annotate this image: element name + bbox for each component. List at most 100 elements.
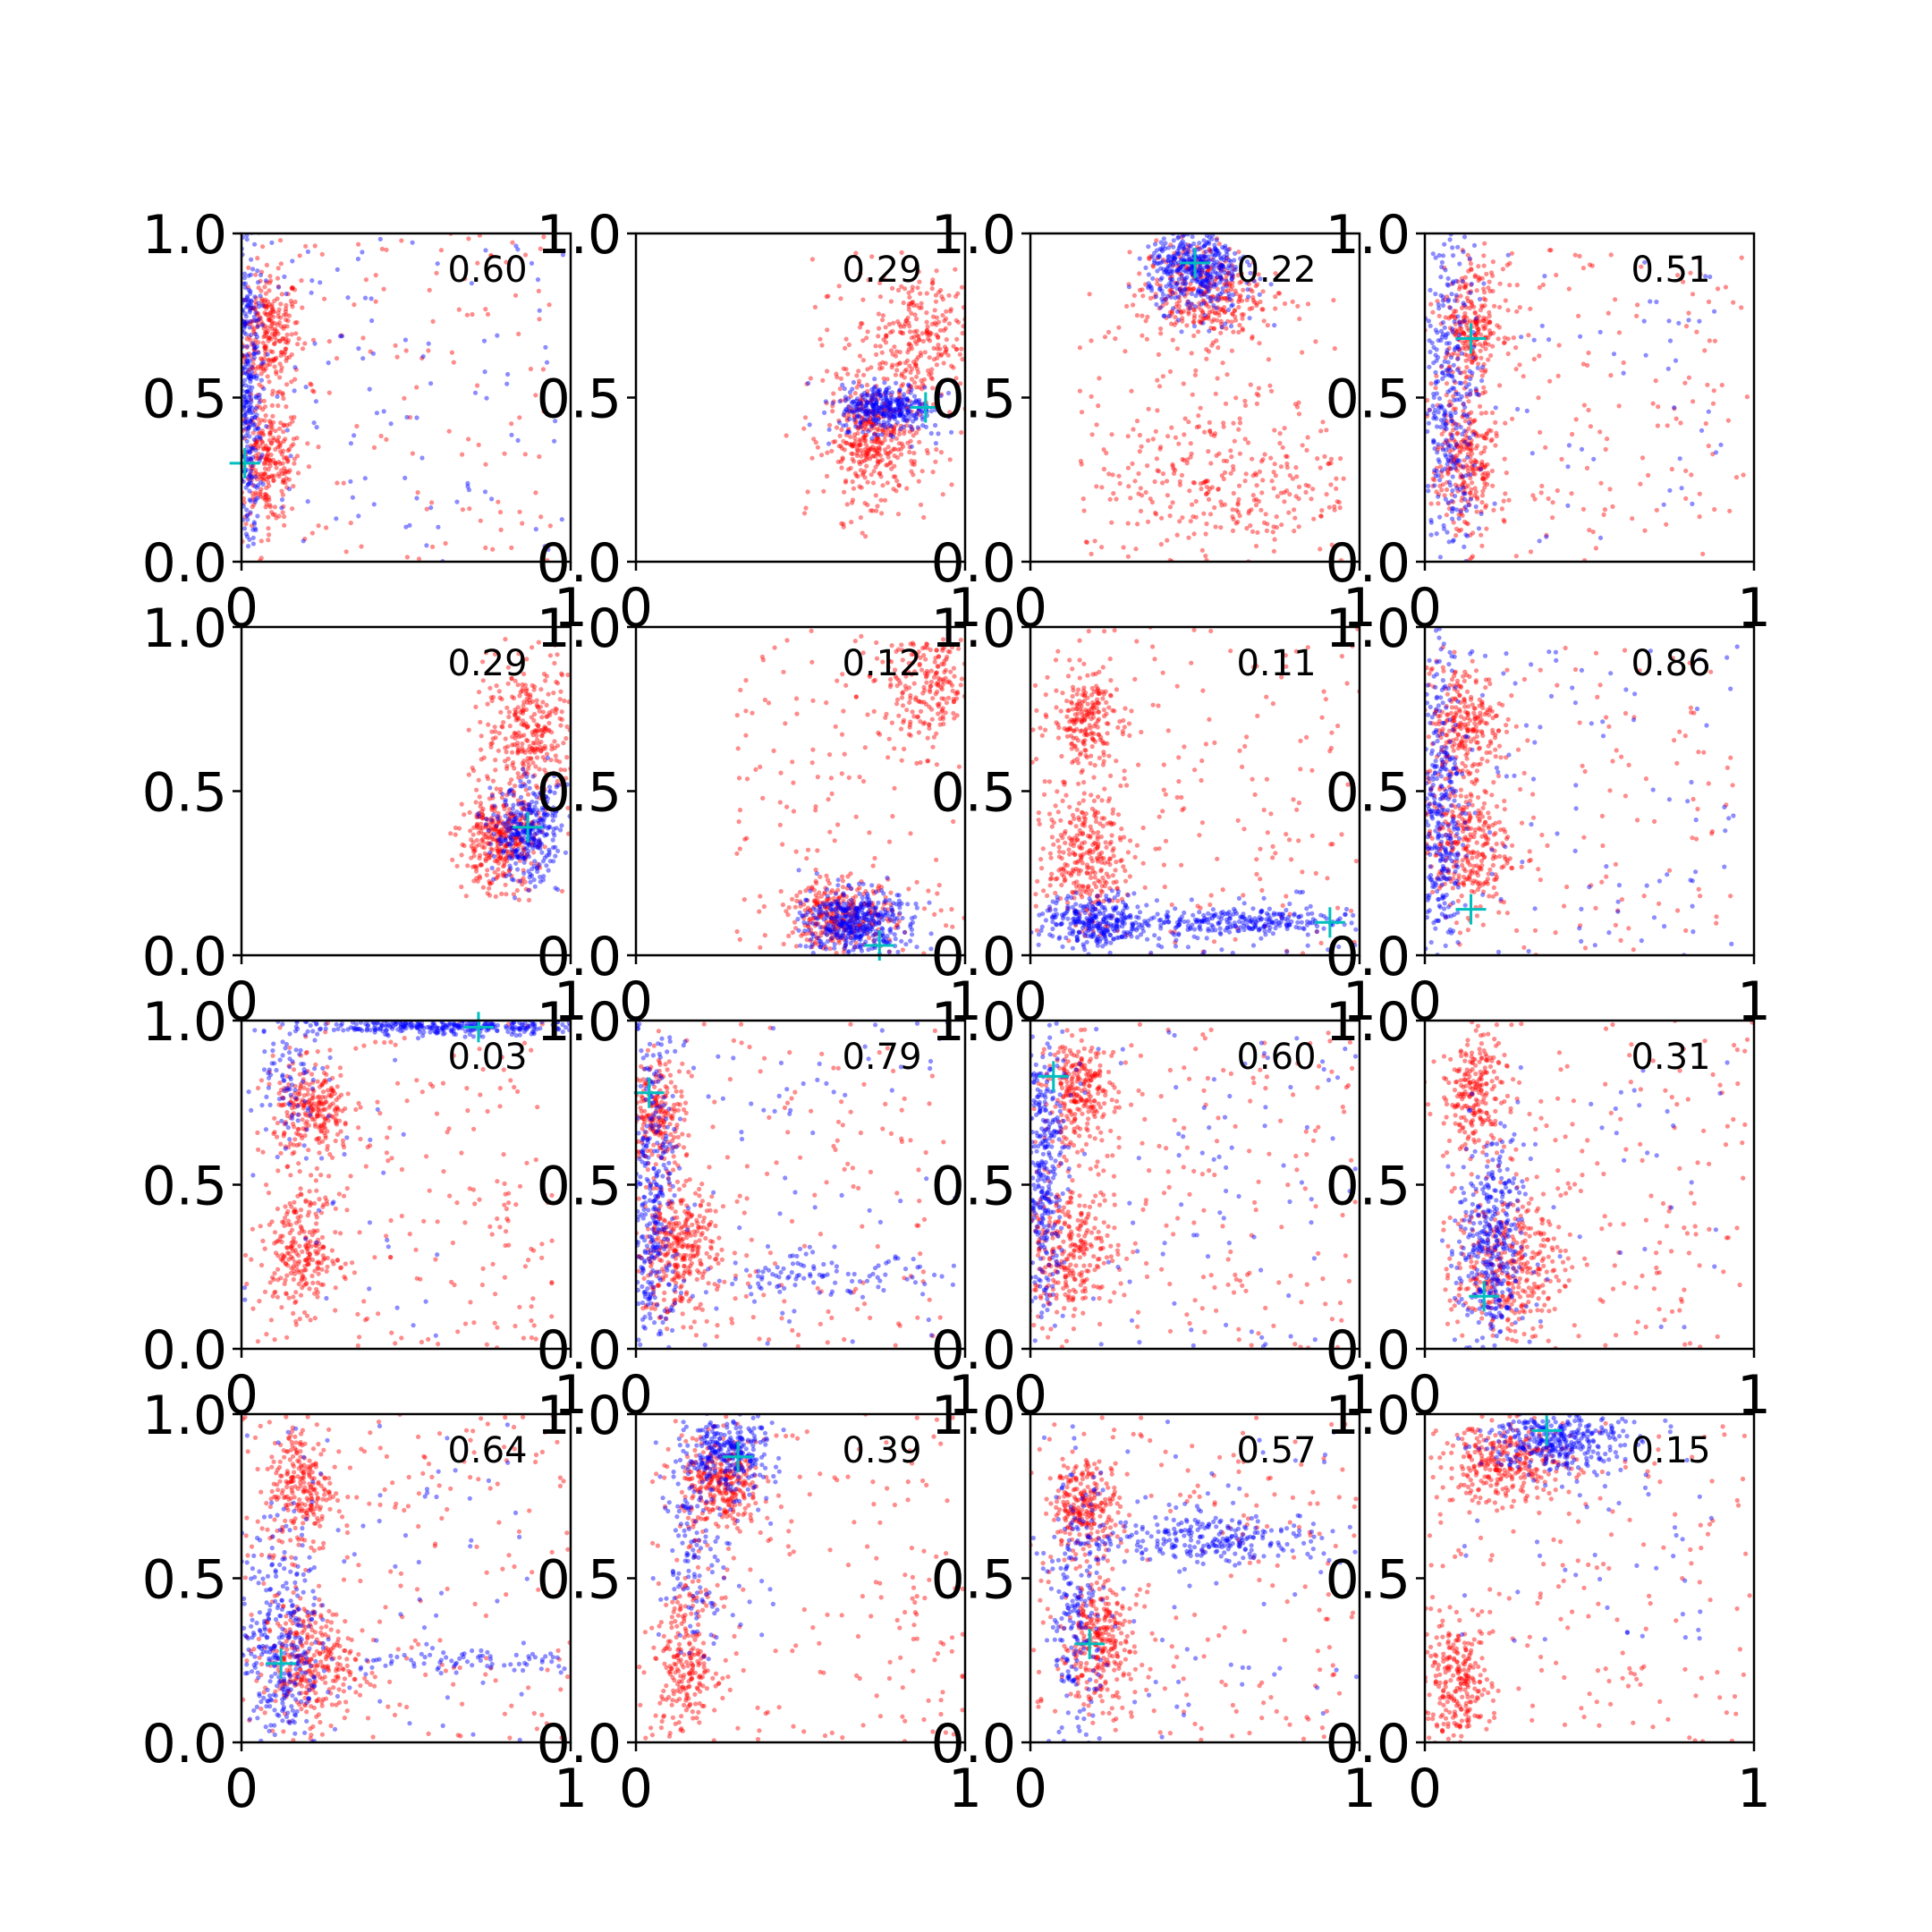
red-point — [503, 637, 508, 642]
red-point — [470, 832, 476, 837]
red-point — [1488, 428, 1494, 434]
red-point — [1464, 339, 1470, 344]
red-point — [877, 411, 882, 416]
red-point — [478, 825, 483, 831]
red-point — [924, 330, 929, 335]
blue-point — [1177, 242, 1182, 248]
red-point — [894, 349, 900, 354]
red-point — [1222, 470, 1228, 476]
red-point — [821, 488, 826, 494]
blue-point — [881, 422, 887, 428]
red-point — [909, 377, 915, 382]
blue-point — [248, 418, 253, 423]
red-point — [259, 454, 265, 460]
red-point — [515, 682, 521, 688]
red-point — [1491, 507, 1496, 513]
red-point — [535, 861, 540, 867]
red-point — [1454, 329, 1460, 335]
red-point — [896, 409, 902, 414]
red-point — [1473, 321, 1479, 326]
red-point — [255, 349, 260, 354]
red-point — [494, 838, 500, 843]
blue-point — [1436, 494, 1441, 499]
red-point — [486, 842, 491, 847]
red-point — [243, 297, 249, 303]
red-point — [851, 459, 857, 464]
blue-point — [1160, 258, 1165, 264]
red-point — [1608, 373, 1614, 378]
red-point — [1538, 429, 1543, 435]
blue-point — [1437, 514, 1443, 520]
red-point — [544, 714, 549, 719]
blue-point — [898, 411, 903, 417]
blue-point — [1198, 273, 1204, 278]
red-point — [1460, 474, 1465, 479]
red-point — [531, 687, 537, 692]
blue-point — [1440, 298, 1445, 303]
red-point — [1472, 309, 1478, 315]
red-point — [539, 829, 545, 835]
red-point — [1504, 580, 1509, 584]
red-point — [536, 741, 541, 747]
red-point — [515, 747, 521, 753]
red-point — [262, 284, 267, 290]
blue-point — [1268, 282, 1274, 287]
red-point — [860, 459, 865, 464]
red-point — [554, 758, 559, 763]
red-point — [334, 356, 340, 361]
red-point — [263, 291, 268, 296]
red-point — [1254, 301, 1259, 306]
red-point — [515, 798, 521, 803]
blue-point — [904, 402, 910, 408]
red-point — [918, 502, 924, 507]
red-point — [858, 468, 864, 473]
blue-point — [1175, 260, 1181, 266]
red-point — [1125, 521, 1131, 526]
red-point — [1224, 255, 1230, 260]
red-point — [881, 275, 886, 280]
red-point — [1459, 305, 1465, 310]
red-point — [1150, 436, 1156, 442]
blue-point — [249, 395, 254, 401]
red-point — [474, 837, 479, 843]
blue-point — [1146, 281, 1151, 286]
red-point — [1310, 487, 1316, 492]
blue-point — [1453, 391, 1459, 396]
red-point — [496, 499, 501, 504]
red-point — [825, 369, 830, 374]
blue-point — [1438, 403, 1444, 409]
red-point — [270, 359, 275, 364]
y-tick-label: 1.0 — [537, 204, 622, 267]
red-point — [541, 234, 547, 240]
blue-point — [244, 513, 250, 519]
red-point — [479, 809, 485, 814]
red-point — [249, 470, 254, 476]
blue-point — [1471, 344, 1477, 350]
red-point — [1476, 326, 1481, 332]
red-point — [1272, 428, 1277, 433]
blue-point — [1460, 431, 1465, 436]
red-point — [896, 389, 902, 394]
red-point — [876, 451, 881, 456]
red-point — [513, 820, 518, 826]
blue-point — [242, 275, 247, 281]
red-point — [1160, 471, 1166, 477]
red-point — [1459, 445, 1464, 450]
red-point — [278, 420, 284, 426]
red-point — [261, 361, 267, 367]
blue-point — [244, 534, 250, 539]
red-point — [1224, 298, 1230, 303]
blue-point — [873, 394, 878, 400]
red-point — [930, 386, 936, 391]
red-point — [1092, 538, 1097, 544]
red-point — [486, 855, 492, 861]
red-point — [1199, 292, 1204, 297]
red-point — [1480, 476, 1486, 481]
red-point — [284, 332, 290, 337]
blue-point — [1204, 264, 1209, 269]
red-point — [1198, 275, 1203, 280]
red-point — [1214, 338, 1219, 343]
red-point — [1454, 294, 1460, 300]
red-point — [1462, 331, 1467, 336]
red-point — [292, 414, 297, 420]
